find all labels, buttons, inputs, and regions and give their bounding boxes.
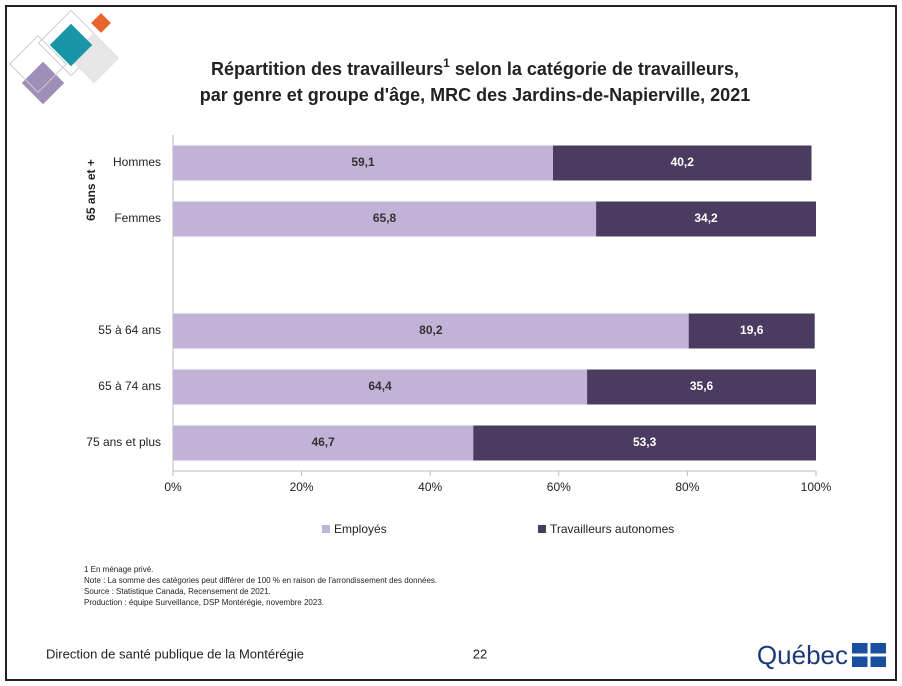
diamond: [9, 35, 67, 93]
bar-segment: [173, 145, 554, 181]
x-tick-label: 60%: [547, 480, 571, 494]
bar-segment: [173, 313, 689, 349]
bar-segment: [173, 425, 474, 461]
note: 1 En ménage privé.: [84, 565, 153, 574]
bar-segment: [553, 145, 812, 181]
value-label: 34,2: [694, 211, 718, 225]
value-label: 46,7: [311, 435, 335, 449]
x-tick-label: 40%: [418, 480, 442, 494]
group-label: 65 ans et +: [84, 159, 98, 221]
y-tick-label: Hommes: [113, 155, 161, 169]
page-number: 22: [473, 646, 487, 661]
x-tick-label: 100%: [801, 480, 832, 494]
chart-title: Répartition des travailleurs1 selon la c…: [211, 56, 739, 79]
value-label: 65,8: [373, 211, 397, 225]
bar-segment: [596, 201, 816, 237]
value-label: 53,3: [633, 435, 657, 449]
bar-segment: [587, 369, 816, 405]
note: Production : équipe Surveillance, DSP Mo…: [84, 598, 324, 607]
note: Note : La somme des catégories peut diff…: [84, 576, 437, 585]
value-label: 80,2: [419, 323, 443, 337]
value-label: 40,2: [671, 155, 695, 169]
value-label: 59,1: [351, 155, 375, 169]
title-sup: 1: [443, 56, 450, 70]
bar-segment: [173, 369, 588, 405]
notes: 1 En ménage privé. Note : La somme des c…: [84, 565, 437, 607]
note: Source : Statistique Canada, Recensement…: [84, 587, 271, 596]
x-tick-label: 80%: [675, 480, 699, 494]
x-tick-label: 20%: [290, 480, 314, 494]
value-label: 35,6: [690, 379, 714, 393]
legend-swatch: [322, 525, 330, 533]
legend-label: Employés: [334, 522, 387, 536]
x-tick-label: 0%: [164, 480, 182, 494]
chart-title: par genre et groupe d'âge, MRC des Jardi…: [200, 85, 750, 105]
title-part: Répartition des travailleurs: [211, 59, 443, 79]
value-label: 19,6: [740, 323, 764, 337]
y-tick-label: 65 à 74 ans: [98, 379, 161, 393]
diamond: [91, 13, 111, 33]
bar-segment: [473, 425, 816, 461]
y-tick-label: 55 à 64 ans: [98, 323, 161, 337]
legend-swatch: [538, 525, 546, 533]
y-tick-label: 75 ans et plus: [86, 435, 161, 449]
bar-segment: [688, 313, 815, 349]
title-part: selon la catégorie de travailleurs,: [450, 59, 739, 79]
legend-label: Travailleurs autonomes: [550, 522, 674, 536]
footer-text: Direction de santé publique de la Montér…: [46, 646, 304, 661]
logo-text: Québec: [757, 640, 848, 670]
bar-segment: [173, 201, 597, 237]
value-label: 64,4: [368, 379, 392, 393]
y-tick-label: Femmes: [114, 211, 161, 225]
logo-flag: [852, 643, 886, 667]
